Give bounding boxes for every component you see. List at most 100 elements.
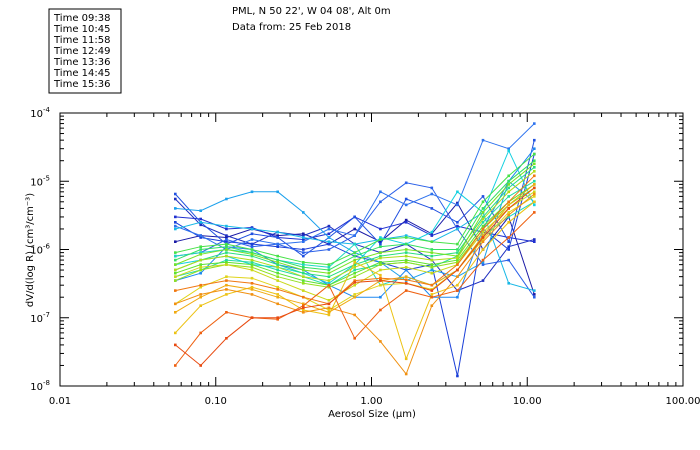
data-point [199, 209, 202, 212]
data-point [379, 279, 382, 282]
data-point [250, 285, 254, 289]
data-point [533, 138, 536, 142]
data-point [430, 251, 434, 254]
data-point [225, 337, 228, 340]
data-point [507, 200, 510, 204]
data-point [250, 253, 254, 256]
data-point [225, 227, 228, 231]
data-point [507, 186, 510, 190]
data-point [430, 240, 434, 243]
data-point [481, 227, 485, 231]
data-point [430, 304, 434, 307]
data-point [533, 200, 536, 204]
data-point [404, 254, 408, 258]
data-point [533, 159, 536, 162]
data-point [507, 221, 510, 224]
data-point [199, 217, 202, 221]
data-point [533, 122, 536, 125]
data-point [379, 245, 382, 248]
data-point [174, 302, 177, 306]
data-point [250, 251, 254, 254]
data-point [481, 258, 485, 262]
data-point [353, 227, 356, 231]
data-point [404, 261, 408, 264]
data-point [481, 224, 485, 228]
data-point [174, 197, 177, 201]
data-point [276, 275, 279, 278]
data-point [430, 207, 434, 210]
data-point [353, 258, 356, 262]
data-point [199, 268, 202, 272]
data-point [533, 293, 536, 296]
data-point [379, 295, 382, 299]
data-point [250, 238, 254, 241]
data-point [481, 221, 485, 224]
data-point [404, 265, 408, 269]
y-tick-label: 10-6 [30, 243, 50, 257]
data-point [225, 238, 228, 241]
data-point [199, 283, 202, 287]
data-point [430, 268, 434, 272]
data-point [327, 275, 331, 278]
data-point [353, 313, 356, 317]
data-point [276, 293, 279, 296]
data-point [379, 238, 382, 241]
data-point [327, 283, 331, 287]
data-point [276, 242, 279, 246]
data-point [404, 372, 408, 376]
data-point [276, 245, 279, 248]
data-point [456, 289, 459, 292]
data-point [199, 263, 202, 266]
data-point [379, 242, 382, 246]
data-point [250, 268, 254, 272]
y-tick-label: 10-4 [30, 106, 50, 120]
data-point [327, 313, 331, 317]
x-tick-label: 10.00 [513, 396, 542, 407]
data-point [456, 295, 459, 299]
data-point [225, 263, 228, 266]
x-axis: 0.01 0.10 1.00 10.00 100.00 [49, 113, 700, 407]
data-point [507, 236, 510, 239]
data-point [481, 200, 485, 204]
legend-entry: Time 09:38 [53, 13, 110, 24]
data-point [430, 258, 434, 262]
data-point [302, 236, 305, 239]
series-layer [174, 122, 536, 378]
data-point [276, 263, 279, 266]
data-point [533, 186, 536, 190]
data-point [276, 230, 279, 234]
data-point [456, 254, 459, 258]
data-point [199, 223, 202, 227]
data-point [250, 226, 254, 229]
data-point [379, 240, 382, 243]
data-point [225, 261, 228, 264]
data-point [225, 234, 228, 237]
series-s25 [174, 192, 536, 376]
data-point [379, 261, 382, 264]
data-point [507, 282, 510, 285]
data-point [430, 234, 434, 237]
data-point [533, 166, 536, 169]
data-point [456, 275, 459, 278]
data-point [327, 227, 331, 231]
data-point [533, 195, 536, 198]
data-point [353, 261, 356, 264]
data-point [404, 275, 408, 278]
data-point [174, 331, 177, 335]
data-point [276, 265, 279, 269]
data-point [327, 224, 331, 228]
data-point [430, 289, 434, 292]
data-point [456, 283, 459, 287]
data-point [507, 240, 510, 243]
data-point [404, 278, 408, 282]
data-point [533, 174, 536, 178]
data-point [533, 211, 536, 214]
data-point [276, 288, 279, 291]
data-point [404, 251, 408, 254]
data-point [404, 236, 408, 239]
y-tick-label: 10-7 [30, 311, 50, 325]
legend-entry: Time 10:45 [53, 24, 110, 35]
data-point [404, 258, 408, 262]
data-point [302, 268, 305, 272]
data-point [225, 254, 228, 258]
